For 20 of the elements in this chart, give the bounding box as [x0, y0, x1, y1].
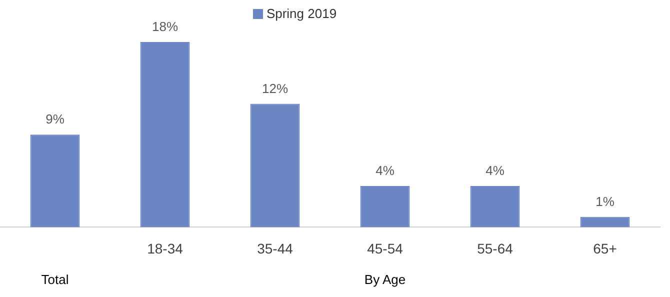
data-label: 18% [152, 19, 178, 34]
bar [140, 42, 190, 228]
data-label: 4% [486, 163, 505, 178]
text: By Age [364, 272, 406, 287]
bar [360, 186, 410, 228]
x-tick-label: 18-34 [147, 240, 184, 256]
data-label: 1% [596, 194, 615, 209]
bar [30, 134, 80, 228]
x-tick-label: 65+ [593, 240, 617, 256]
data-label: 12% [262, 80, 288, 96]
x-tick-label: 55-64 [477, 240, 514, 256]
data-label: 4% [376, 163, 395, 178]
legend-label: Spring 2019 [265, 6, 337, 21]
x-tick-label: 45-54 [367, 240, 404, 256]
bar [250, 104, 300, 228]
text: Total [41, 272, 69, 287]
data-label: 9% [46, 112, 65, 127]
bar [470, 186, 520, 228]
x-tick-label: 35-44 [257, 240, 294, 256]
bar [580, 216, 630, 228]
